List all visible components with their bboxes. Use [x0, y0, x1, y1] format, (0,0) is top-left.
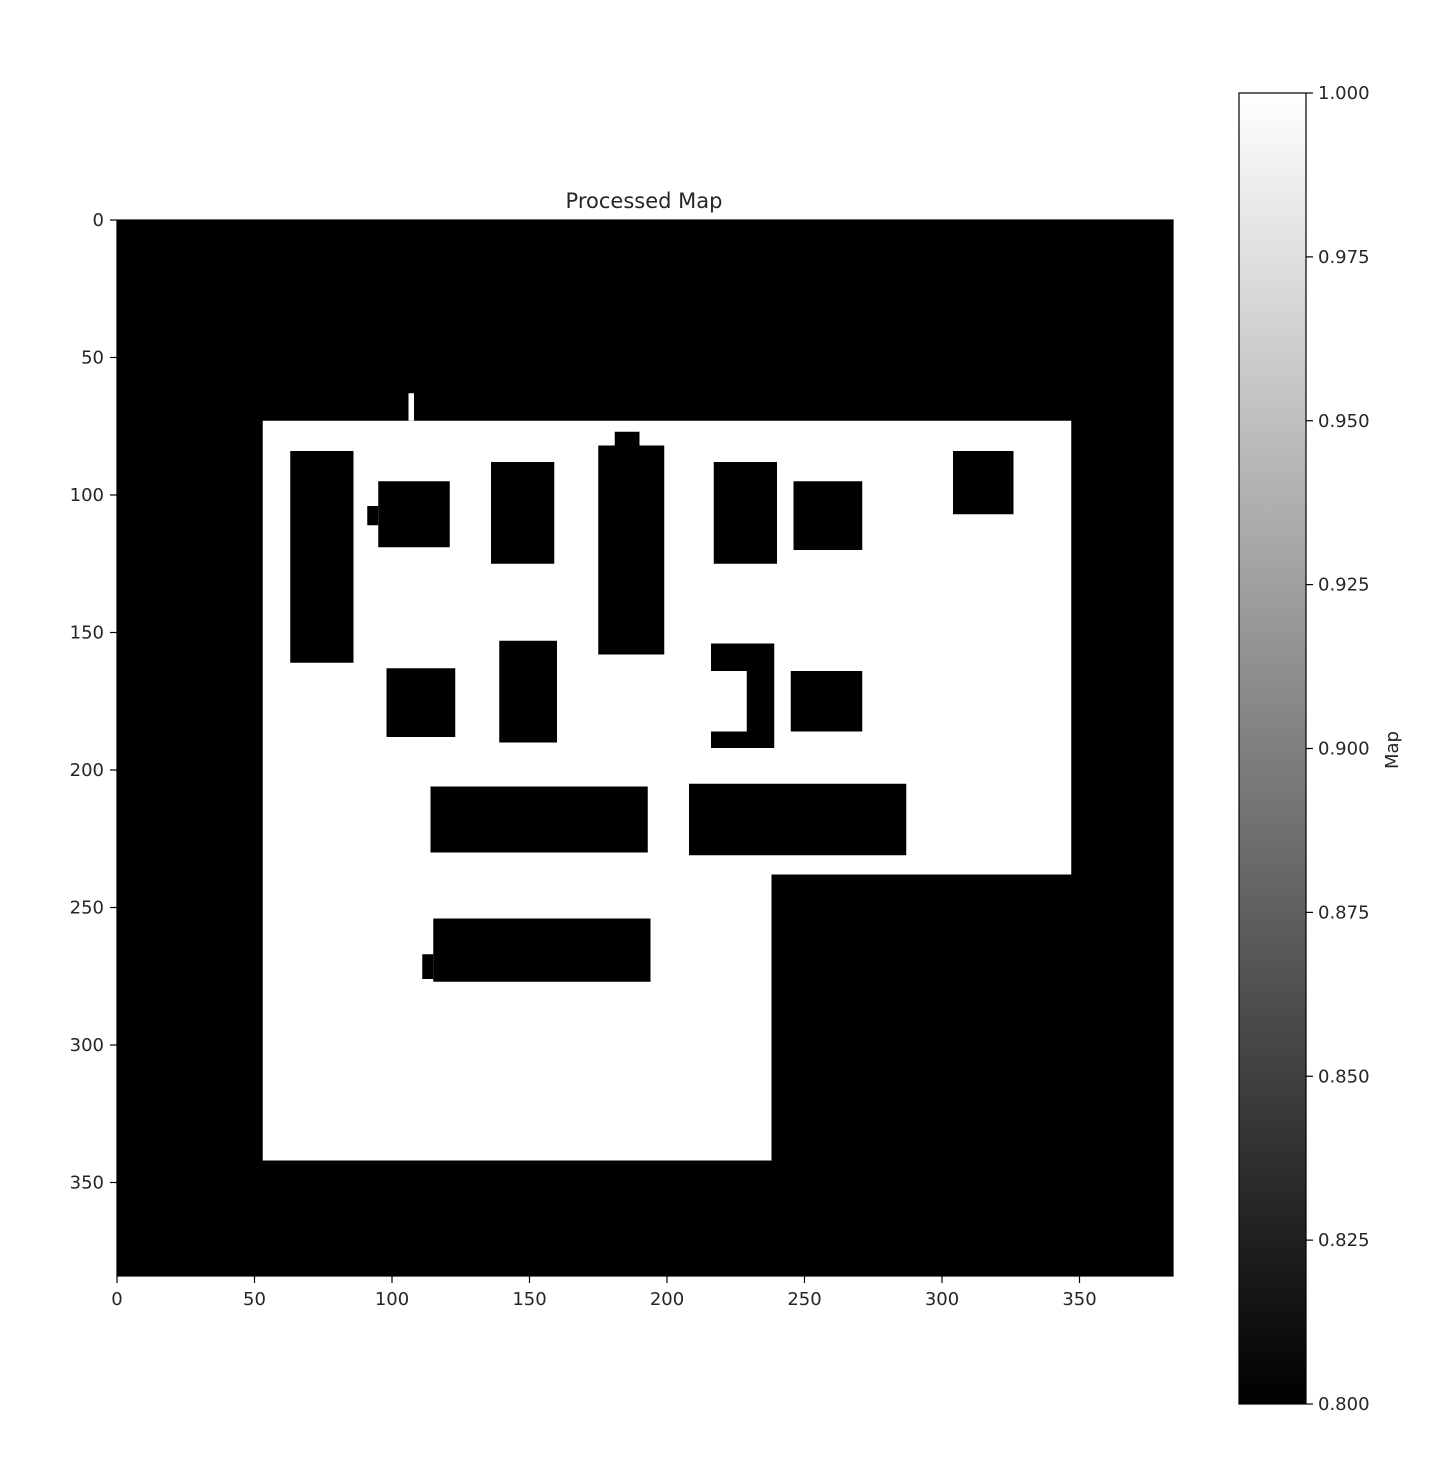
x-tick-label: 0: [111, 1289, 122, 1310]
obstacle: [367, 506, 378, 525]
colorbar-label: Map: [1382, 731, 1403, 769]
obstacle: [615, 432, 640, 446]
colorbar-axis: 0.800 0.825 0.850 0.875 0.900 0.925 0.950 0.975…: [1306, 83, 1370, 1415]
y-tick-label: 250: [70, 898, 104, 919]
colorbar-tick-label: 1.000: [1318, 83, 1370, 104]
obstacle: [711, 732, 774, 749]
y-tick-label: 300: [70, 1035, 104, 1056]
obstacle: [791, 671, 863, 732]
x-axis: 0 50 100 150 200 250 300 350: [111, 1276, 1096, 1310]
obstacle: [431, 787, 648, 853]
y-tick-label: 150: [70, 623, 104, 644]
colorbar-tick-label: 0.825: [1318, 1230, 1370, 1251]
obstacle: [290, 451, 353, 663]
obstacle: [598, 446, 664, 655]
obstacle: [491, 462, 554, 564]
obstacle: [794, 481, 863, 550]
obstacle: [499, 641, 557, 743]
colorbar-tick-label: 0.925: [1318, 575, 1370, 596]
y-tick-label: 350: [70, 1173, 104, 1194]
x-tick-label: 250: [787, 1289, 821, 1310]
colorbar-tick-label: 0.975: [1318, 247, 1370, 268]
x-tick-label: 100: [375, 1289, 409, 1310]
obstacle: [689, 784, 906, 856]
y-tick-label: 200: [70, 760, 104, 781]
obstacle: [433, 919, 650, 982]
colorbar-tick-label: 0.850: [1318, 1066, 1370, 1087]
colorbar-tick-label: 0.800: [1318, 1394, 1370, 1415]
obstacle: [387, 668, 456, 737]
y-tick-label: 50: [81, 348, 104, 369]
x-tick-label: 50: [243, 1289, 266, 1310]
free-space-region: [409, 393, 415, 421]
colorbar: [1239, 93, 1306, 1404]
free-space-region: [263, 875, 772, 1161]
obstacle: [378, 481, 450, 547]
obstacle: [711, 644, 774, 672]
map-image: [117, 220, 1173, 1276]
obstacle: [953, 451, 1014, 514]
y-tick-label: 100: [70, 485, 104, 506]
y-tick-label: 0: [93, 210, 104, 231]
x-tick-label: 350: [1062, 1289, 1096, 1310]
obstacle: [714, 462, 777, 564]
colorbar-tick-label: 0.950: [1318, 411, 1370, 432]
y-axis: 0 50 100 150 200 250 300 350: [70, 210, 117, 1194]
colorbar-tick-label: 0.875: [1318, 902, 1370, 923]
chart-title: Processed Map: [566, 189, 723, 213]
colorbar-tick-label: 0.900: [1318, 739, 1370, 760]
obstacle: [747, 671, 775, 732]
obstacle: [422, 954, 433, 979]
x-tick-label: 300: [925, 1289, 959, 1310]
x-tick-label: 150: [512, 1289, 546, 1310]
x-tick-label: 200: [650, 1289, 684, 1310]
